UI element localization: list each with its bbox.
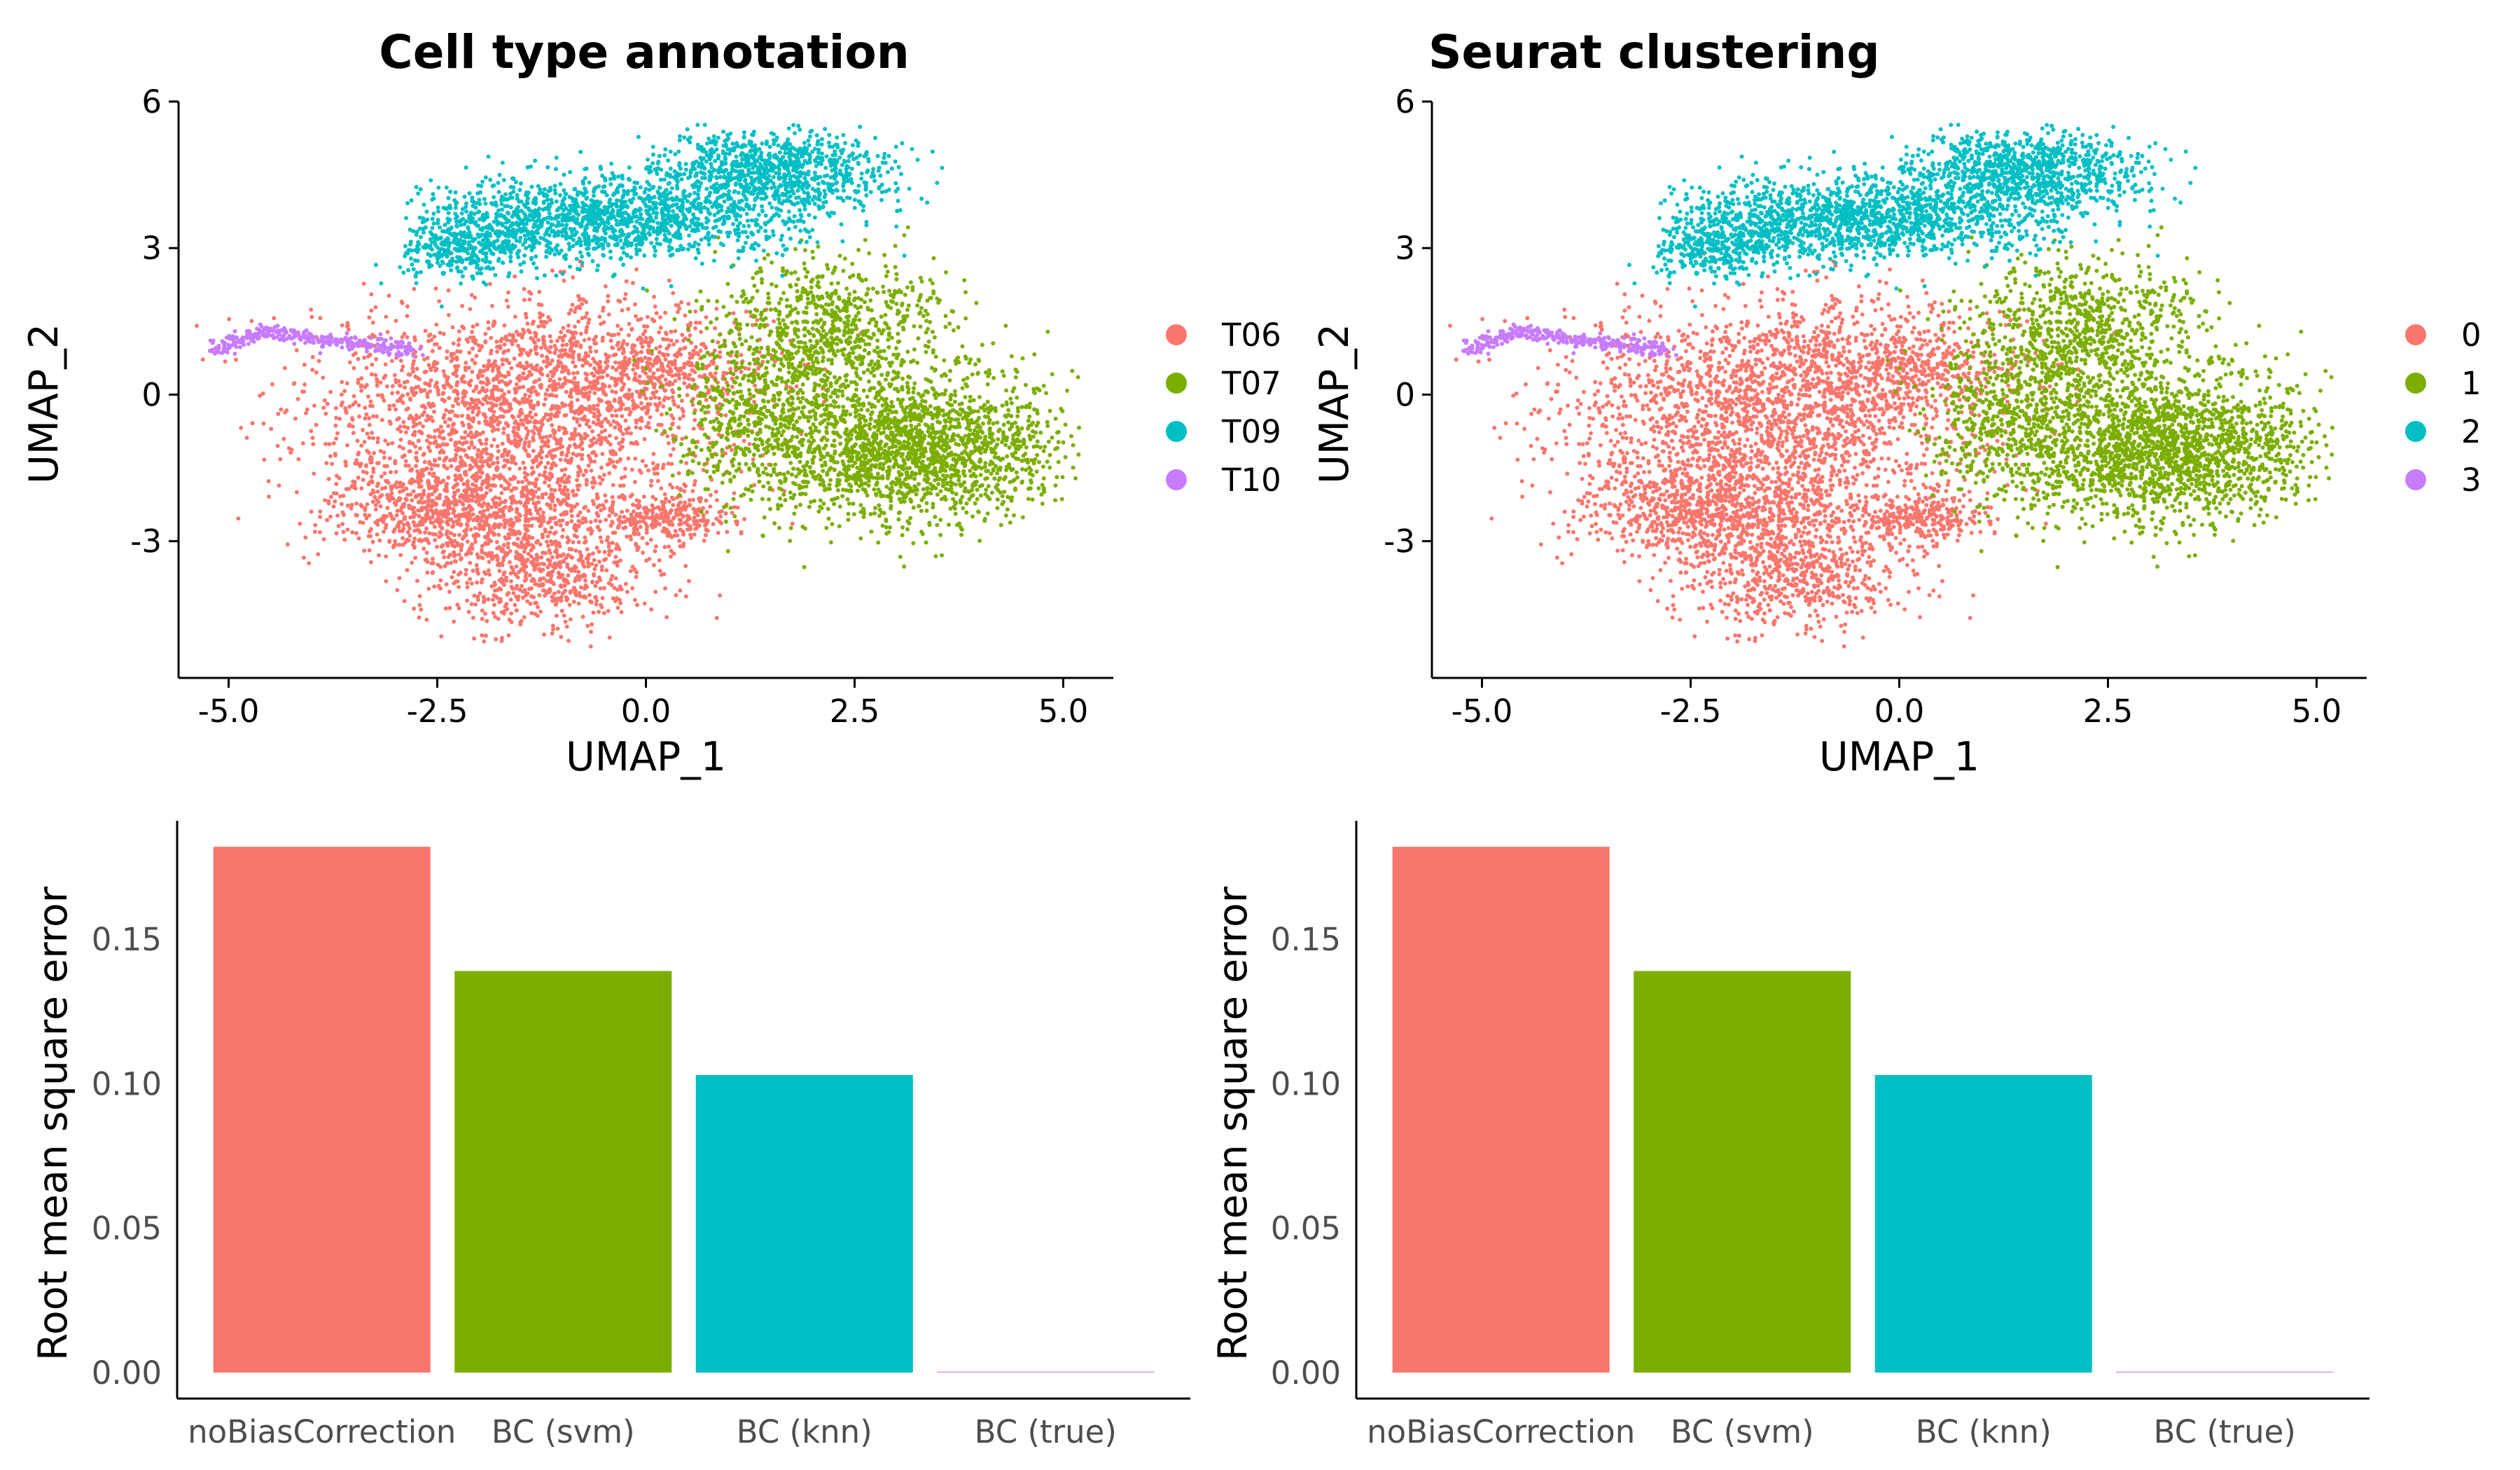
- legend-label-T10: T10: [1221, 462, 1281, 499]
- series-2-points: [1832, 123, 2198, 233]
- bar-BC (svm): [1634, 971, 1851, 1373]
- y-tick-label: 0: [141, 376, 162, 413]
- y-tick-label: 0.00: [1271, 1354, 1341, 1392]
- y-tick-label: -3: [130, 523, 162, 560]
- y-tick-label: 0.10: [1271, 1065, 1341, 1102]
- legend-label-T09: T09: [1221, 413, 1281, 450]
- legend-key-T09: [1166, 421, 1187, 442]
- series-T06-points: [285, 421, 656, 602]
- y-axis-title: UMAP_2: [21, 324, 67, 484]
- chart-title: Seurat clustering: [1428, 25, 1880, 79]
- series-0-points: [1678, 293, 2081, 431]
- x-tick-label: -2.5: [407, 693, 468, 730]
- y-tick-label: 6: [141, 83, 162, 120]
- legend-label-3: 3: [2461, 462, 2481, 499]
- legend-key-T10: [1166, 469, 1187, 490]
- legend-key-T07: [1166, 373, 1187, 394]
- legend-label-1: 1: [2461, 365, 2481, 402]
- bar-BC (true): [2116, 1371, 2334, 1373]
- series-0-points: [1831, 483, 2000, 549]
- x-tick-label: BC (svm): [492, 1413, 635, 1450]
- bar-BC (svm): [454, 971, 672, 1373]
- bar-BC (true): [937, 1371, 1155, 1373]
- series-2-points: [1627, 194, 1825, 309]
- legend-key-2: [2405, 421, 2426, 442]
- bar-BC (knn): [695, 1075, 913, 1373]
- y-tick-label: 0.15: [1271, 921, 1341, 958]
- y-tick-label: 0.00: [92, 1354, 162, 1392]
- legend-key-3: [2405, 469, 2426, 490]
- x-tick-label: 5.0: [2292, 693, 2342, 730]
- legend-label-2: 2: [2461, 413, 2481, 450]
- y-tick-label: -3: [1384, 523, 1415, 560]
- y-tick-label: 3: [1395, 230, 1415, 267]
- series-0-points: [1631, 475, 1993, 649]
- y-tick-label: 3: [141, 230, 162, 267]
- x-tick-label: BC (knn): [737, 1413, 872, 1450]
- x-tick-label: -2.5: [1660, 693, 1722, 730]
- series-T09-points: [578, 123, 945, 233]
- bar-panel-2: noBiasCorrection BC (svm) BC (knn) BC (true…: [1210, 821, 2369, 1450]
- legend-label-0: 0: [2461, 317, 2481, 354]
- legend-label-T07: T07: [1221, 365, 1281, 402]
- y-axis-title: Root mean square error: [1210, 886, 1256, 1361]
- legend-label-T06: T06: [1221, 317, 1281, 354]
- chart-title: Cell type annotation: [379, 25, 909, 79]
- y-tick-label: 0.05: [92, 1210, 162, 1247]
- x-tick-label: 0.0: [621, 693, 671, 730]
- umap-panel-2: -5.0 -2.5 0.0 2.5 5.0 -3 0 3 6 Seurat clustering U…: [1311, 25, 2481, 780]
- x-tick-label: 5.0: [1038, 693, 1089, 730]
- y-tick-label: 6: [1395, 83, 1415, 120]
- y-tick-label: 0.10: [92, 1065, 162, 1102]
- bar-noBiasCorrection: [213, 847, 431, 1373]
- x-axis-title: UMAP_1: [1819, 734, 1979, 780]
- x-tick-label: BC (svm): [1671, 1413, 1814, 1450]
- x-axis-title: UMAP_1: [566, 734, 726, 780]
- series-T10-points: [207, 322, 425, 359]
- x-tick-label: 0.0: [1874, 693, 1925, 730]
- series-T07-points: [677, 324, 1081, 569]
- umap-panel-1: -5.0 -2.5 0.0 2.5 5.0 -3 0 3 6 Cell type annotati…: [21, 25, 1281, 780]
- umap-points: [1448, 123, 2334, 649]
- series-T06-points: [578, 483, 747, 549]
- x-tick-label: noBiasCorrection: [188, 1413, 456, 1450]
- umap-points: [195, 123, 1081, 649]
- x-tick-label: BC (true): [2154, 1413, 2296, 1450]
- y-tick-label: 0: [1395, 376, 1415, 413]
- series-1-points: [1885, 256, 2129, 553]
- legend: T06 T07 T09 T10: [1166, 317, 1281, 499]
- bar-panel-1: noBiasCorrection BC (svm) BC (knn) BC (true…: [30, 821, 1190, 1450]
- series-T09-points: [373, 194, 572, 309]
- series-T07-points: [632, 256, 875, 553]
- bar-BC (knn): [1874, 1075, 2092, 1373]
- series-3-points: [1461, 322, 1678, 359]
- series-0-points: [1538, 421, 1909, 602]
- x-tick-label: 2.5: [830, 693, 880, 730]
- y-tick-label: 0.15: [92, 921, 162, 958]
- legend-key-0: [2405, 324, 2426, 345]
- x-tick-label: noBiasCorrection: [1367, 1413, 1635, 1450]
- x-tick-label: 2.5: [2083, 693, 2133, 730]
- y-tick-label: 0.05: [1271, 1210, 1341, 1247]
- y-axis-title: UMAP_2: [1311, 324, 1358, 484]
- x-tick-label: -5.0: [198, 693, 260, 730]
- bar-noBiasCorrection: [1392, 847, 1610, 1373]
- legend-key-T06: [1166, 324, 1187, 345]
- x-tick-label: BC (true): [975, 1413, 1117, 1450]
- series-T06-points: [378, 475, 739, 649]
- legend-key-1: [2405, 373, 2426, 394]
- legend: 0 1 2 3: [2405, 317, 2481, 499]
- x-tick-label: -5.0: [1452, 693, 1513, 730]
- x-tick-label: BC (knn): [1916, 1413, 2052, 1450]
- y-axis-title: Root mean square error: [30, 886, 76, 1361]
